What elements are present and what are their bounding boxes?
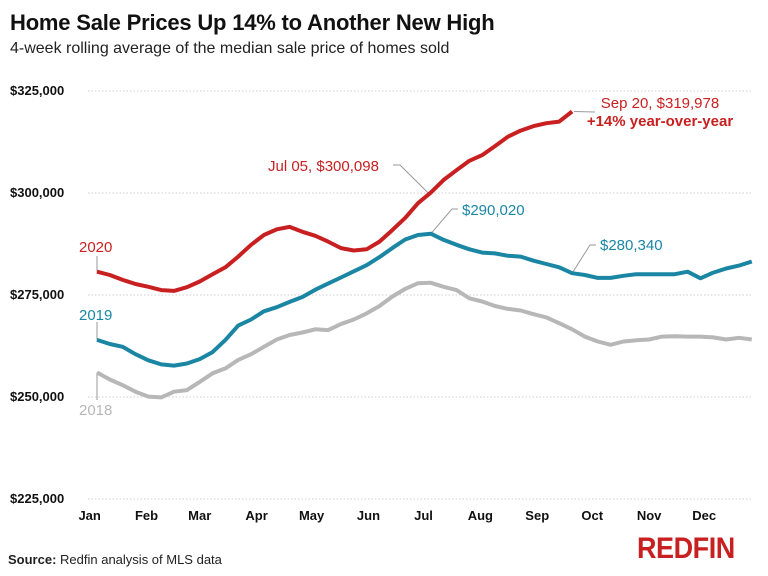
redfin-logo: REDFIN (637, 532, 735, 565)
y-tick-label: $250,000 (10, 389, 64, 404)
source-label: Source: (8, 552, 57, 567)
gridlines (88, 90, 752, 500)
x-tick-label: Sep (525, 508, 549, 523)
y-axis-ticks: $225,000 $250,000 $275,000 $300,000 $325,000 (10, 83, 64, 506)
y-tick-label: $275,000 (10, 287, 64, 302)
series-lines (96, 109, 753, 400)
source-note: Source: Redfin analysis of MLS data (8, 552, 222, 567)
leader-line (393, 164, 430, 194)
annotation-latest: Sep 20, $319,978 (601, 95, 719, 112)
leader-line (430, 208, 458, 235)
x-tick-label: Feb (135, 508, 158, 523)
annotation-2019-sep: $280,340 (600, 237, 663, 254)
annotations: 2020 2019 2018 Jul 05, $300,098 $290,020 $280… (79, 95, 733, 419)
y-tick-label: $225,000 (10, 491, 64, 506)
series-line-2020 (96, 109, 574, 293)
series-line-2019 (96, 231, 753, 368)
y-tick-label: $300,000 (10, 185, 64, 200)
x-tick-label: Dec (692, 508, 716, 523)
annotation-yoy: +14% year-over-year (587, 113, 734, 130)
x-tick-label: Jan (78, 508, 100, 523)
x-tick-label: Nov (637, 508, 662, 523)
annotation-leaders (96, 110, 596, 400)
x-tick-label: Jul (414, 508, 433, 523)
leader-line (571, 244, 596, 274)
annotation-jul-05: Jul 05, $300,098 (268, 158, 379, 175)
y-tick-label: $325,000 (10, 83, 64, 98)
x-tick-label: Oct (581, 508, 603, 523)
x-tick-label: Apr (245, 508, 267, 523)
annotation-2019-peak: $290,020 (462, 202, 525, 219)
x-tick-label: Aug (468, 508, 493, 523)
x-tick-label: Mar (188, 508, 211, 523)
series-label-2019: 2019 (79, 307, 112, 324)
source-text: Redfin analysis of MLS data (60, 552, 222, 567)
series-label-2020: 2020 (79, 239, 112, 256)
x-axis-ticks: Jan Feb Mar Apr May Jun Jul Aug Sep Oct Nov Dec (78, 508, 716, 523)
leader-line (574, 110, 596, 113)
x-tick-label: Jun (357, 508, 380, 523)
series-label-2018: 2018 (79, 402, 112, 419)
series-line-2018 (96, 280, 753, 400)
chart-title: Home Sale Prices Up 14% to Another New H… (10, 10, 495, 35)
chart-subtitle: 4-week rolling average of the median sal… (10, 40, 450, 57)
x-tick-label: May (299, 508, 325, 523)
